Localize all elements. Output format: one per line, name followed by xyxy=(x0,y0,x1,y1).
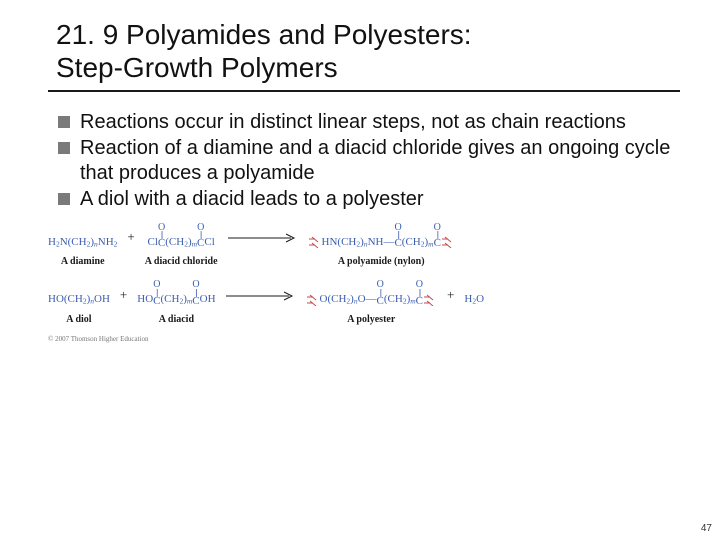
bullet-item: Reaction of a diamine and a diacid chlor… xyxy=(58,136,680,185)
title-line-1: 21. 9 Polyamides and Polyesters: xyxy=(56,18,680,51)
formula-diol: HO(CH2)nOH xyxy=(48,293,110,306)
label-diol: A diol xyxy=(66,314,91,325)
label-empty xyxy=(473,314,476,325)
reactant-diamine: H2N(CH2)nNH2 A diamine xyxy=(48,236,117,268)
bullet-text: Reactions occur in distinct linear steps… xyxy=(80,110,626,134)
square-bullet-icon xyxy=(58,116,70,128)
square-bullet-icon xyxy=(58,142,70,154)
title-line-2: Step-Growth Polymers xyxy=(56,51,680,84)
chemical-equations: H2N(CH2)nNH2 A diamine + ClO||C(CH2)mO||… xyxy=(48,224,680,343)
plus-icon: + xyxy=(120,287,127,319)
product-polyester: O(CH2)nO—O||C(CH2)mO||C A polyester xyxy=(306,281,438,325)
polymer-squiggle-icon xyxy=(423,294,437,306)
formula-diacid-chloride: ClO||C(CH2)mO||CCl xyxy=(148,224,215,249)
formula-diamine: H2N(CH2)nNH2 xyxy=(48,236,117,249)
label-polyester: A polyester xyxy=(347,314,395,325)
formula-diacid: HOO||C(CH2)mO||COH xyxy=(137,281,215,306)
slide-title-block: 21. 9 Polyamides and Polyesters: Step-Gr… xyxy=(48,18,680,92)
bullet-text: A diol with a diacid leads to a polyeste… xyxy=(80,187,424,211)
polymer-squiggle-icon xyxy=(308,236,322,248)
bullet-list: Reactions occur in distinct linear steps… xyxy=(48,110,680,212)
bullet-item: A diol with a diacid leads to a polyeste… xyxy=(58,187,680,211)
plus-icon: + xyxy=(447,287,454,319)
bullet-item: Reactions occur in distinct linear steps… xyxy=(58,110,680,134)
label-diacid-chloride: A diacid chloride xyxy=(145,256,218,267)
reaction-row-2: HO(CH2)nOH A diol + HOO||C(CH2)mO||COH A… xyxy=(48,281,680,325)
label-diamine: A diamine xyxy=(61,256,105,267)
reactant-diacid-chloride: ClO||C(CH2)mO||CCl A diacid chloride xyxy=(145,224,218,268)
product-polyamide: HN(CH2)nNH—O||C(CH2)mO||C A polyamide (n… xyxy=(308,224,455,268)
square-bullet-icon xyxy=(58,193,70,205)
byproduct-water: H2O xyxy=(464,293,484,325)
reaction-arrow-icon xyxy=(226,291,296,315)
page-number: 47 xyxy=(701,523,712,534)
bullet-text: Reaction of a diamine and a diacid chlor… xyxy=(80,136,680,185)
formula-polyamide: HN(CH2)nNH—O||C(CH2)mO||C xyxy=(308,224,455,249)
formula-water: H2O xyxy=(464,293,484,306)
reactant-diacid: HOO||C(CH2)mO||COH A diacid xyxy=(137,281,215,325)
formula-polyester: O(CH2)nO—O||C(CH2)mO||C xyxy=(306,281,438,306)
reactant-diol: HO(CH2)nOH A diol xyxy=(48,293,110,325)
reaction-arrow-icon xyxy=(228,233,298,257)
plus-icon: + xyxy=(127,229,134,261)
polymer-squiggle-icon xyxy=(306,294,320,306)
copyright-text: © 2007 Thomson Higher Education xyxy=(48,335,680,343)
polymer-squiggle-icon xyxy=(441,236,455,248)
label-diacid: A diacid xyxy=(159,314,194,325)
label-polyamide: A polyamide (nylon) xyxy=(338,256,425,267)
reaction-row-1: H2N(CH2)nNH2 A diamine + ClO||C(CH2)mO||… xyxy=(48,224,680,268)
